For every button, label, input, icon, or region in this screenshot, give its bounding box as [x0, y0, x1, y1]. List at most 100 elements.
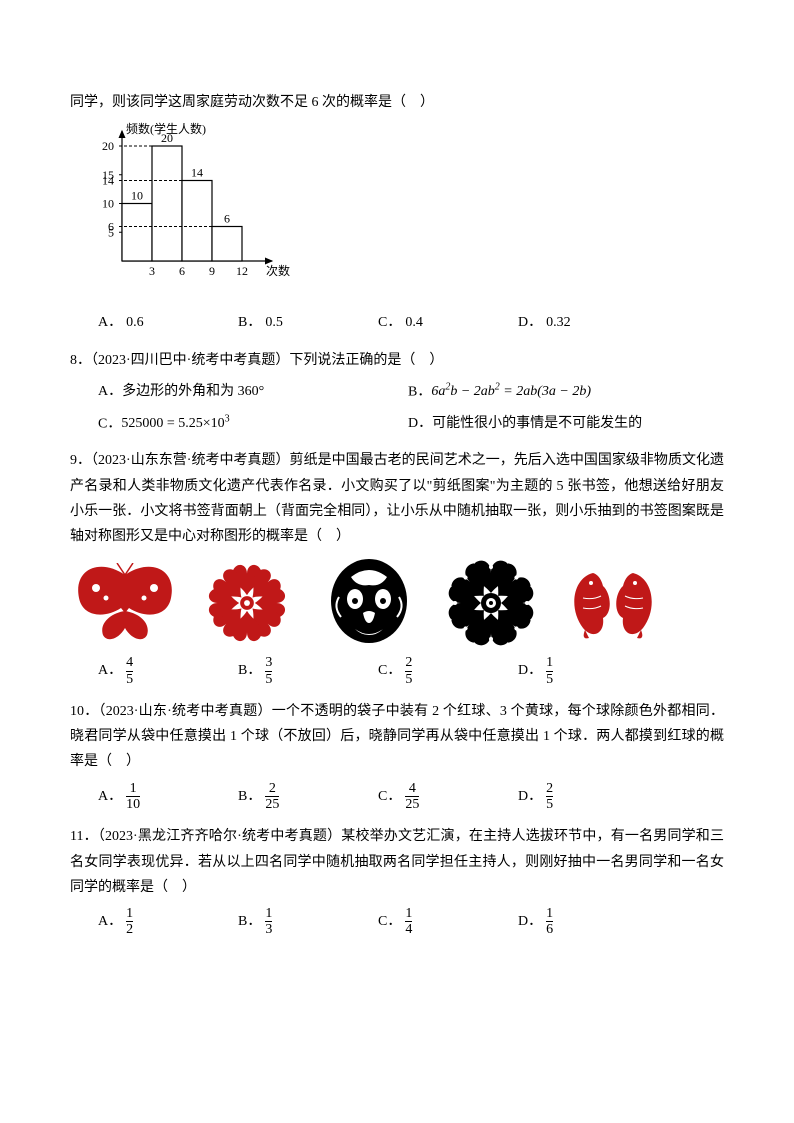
svg-text:6: 6 — [179, 264, 185, 278]
q11-stem: 11．（2023·黑龙江齐齐哈尔·统考中考真题）某校举办文艺汇演，在主持人选拔环… — [70, 824, 724, 900]
q7-opt-b: B．0.5 — [238, 310, 378, 335]
q8-opt-b: B．6a2b − 2ab2 = 2ab(3a − 2b) — [408, 379, 718, 405]
fraction: 25 — [405, 655, 412, 687]
papercut-opera-mask — [314, 557, 424, 649]
q8-stem: 8．（2023·四川巴中·统考中考真题）下列说法正确的是（ ） — [70, 348, 724, 373]
svg-text:20: 20 — [102, 139, 114, 153]
frac-num: 4 — [405, 781, 419, 796]
opt-label: D． — [518, 310, 542, 335]
opt-label: B． — [238, 784, 261, 809]
opt-label: A． — [98, 310, 122, 335]
q9-opt-a: A．45 — [98, 655, 238, 687]
svg-text:5: 5 — [108, 225, 114, 239]
frac-den: 3 — [265, 921, 272, 937]
svg-text:次数/次: 次数/次 — [266, 263, 290, 278]
opt-value: 0.6 — [126, 310, 144, 335]
opt-label: C． — [378, 310, 401, 335]
svg-text:10: 10 — [131, 189, 143, 203]
frac-num: 1 — [546, 906, 553, 921]
q8-opt-a: A．多边形的外角和为 360° — [98, 379, 408, 405]
q10-opt-d: D．25 — [518, 781, 658, 813]
q10-opt-b: B． 225 — [238, 781, 378, 813]
q11-opt-c: C．14 — [378, 906, 518, 938]
opt-label: D． — [518, 784, 542, 809]
frac-den: 5 — [126, 671, 133, 687]
q10-options: A．110 B．225 C．425 D．25 — [98, 781, 724, 813]
math-expr: 6a2b − 2ab2 = 2ab(3a − 2b) — [431, 384, 591, 399]
opt-label: A． — [98, 658, 122, 683]
q11-options: A．12 B．13 C．14 D．16 — [98, 906, 724, 938]
histogram-chart: 1010202014146636912515频数(学生人数)次数/次 — [80, 121, 724, 300]
frac-num: 4 — [126, 655, 133, 670]
q9-opt-d: D．15 — [518, 655, 658, 687]
frac-den: 25 — [265, 796, 279, 812]
q11-opt-d: D．16 — [518, 906, 658, 938]
fraction: 13 — [265, 906, 272, 938]
fraction: 35 — [265, 655, 272, 687]
fraction: 16 — [546, 906, 553, 938]
q9-stem: 9．（2023·山东东营·统考中考真题）剪纸是中国最古老的民间艺术之一，先后入选… — [70, 448, 724, 549]
opt-label: B． — [238, 658, 261, 683]
opt-label: C． — [98, 416, 121, 431]
frac-num: 1 — [546, 655, 553, 670]
svg-text:9: 9 — [209, 264, 215, 278]
fraction: 14 — [405, 906, 412, 938]
svg-text:14: 14 — [191, 166, 203, 180]
svg-text:15: 15 — [102, 168, 114, 182]
frac-num: 1 — [405, 906, 412, 921]
opt-label: C． — [378, 658, 401, 683]
opt-label: D． — [518, 909, 542, 934]
fraction: 15 — [546, 655, 553, 687]
fraction: 12 — [126, 906, 133, 938]
papercut-fish — [558, 557, 668, 649]
frac-num: 1 — [265, 906, 272, 921]
opt-label: B． — [408, 384, 431, 399]
svg-text:10: 10 — [102, 197, 114, 211]
q7-opt-c: C．0.4 — [378, 310, 518, 335]
q7-options: A．0.6 B．0.5 C．0.4 D．0.32 — [98, 310, 724, 335]
svg-text:频数(学生人数): 频数(学生人数) — [126, 121, 206, 136]
q9-opt-b: B．35 — [238, 655, 378, 687]
frac-den: 10 — [126, 796, 140, 812]
opt-value: 0.5 — [265, 310, 283, 335]
opt-label: A． — [98, 784, 122, 809]
papercut-snowflake — [192, 557, 302, 649]
frac-den: 25 — [405, 796, 419, 812]
opt-label: D． — [518, 658, 542, 683]
q7-opt-a: A．0.6 — [98, 310, 238, 335]
q11-opt-a: A．12 — [98, 906, 238, 938]
opt-value: 0.4 — [405, 310, 423, 335]
opt-label: A． — [98, 909, 122, 934]
frac-num: 1 — [126, 781, 140, 796]
frac-den: 5 — [546, 671, 553, 687]
q10-opt-c: C． 425 — [378, 781, 518, 813]
q8-opt-c: C．525000 = 5.25×103 — [98, 411, 408, 437]
q10-stem: 10．（2023·山东·统考中考真题）一个不透明的袋子中装有 2 个红球、3 个… — [70, 699, 724, 775]
opt-label: B． — [238, 909, 261, 934]
frac-den: 5 — [546, 796, 553, 812]
papercut-butterfly — [70, 557, 180, 649]
frac-den: 6 — [546, 921, 553, 937]
opt-value: 0.32 — [546, 310, 571, 335]
q7-opt-d: D．0.32 — [518, 310, 658, 335]
frac-num: 2 — [265, 781, 279, 796]
frac-den: 5 — [405, 671, 412, 687]
papercut-mandala — [436, 557, 546, 649]
fraction: 425 — [405, 781, 419, 813]
q8-row2: C．525000 = 5.25×103 D．可能性很小的事情是不可能发生的 — [98, 411, 724, 437]
q8-opt-d: D．可能性很小的事情是不可能发生的 — [408, 411, 718, 437]
opt-label: C． — [378, 784, 401, 809]
svg-text:3: 3 — [149, 264, 155, 278]
svg-text:12: 12 — [236, 264, 248, 278]
math-expr: 525000 = 5.25×103 — [121, 416, 229, 431]
frac-den: 5 — [265, 671, 272, 687]
frac-num: 2 — [546, 781, 553, 796]
papercut-row — [70, 557, 724, 649]
q10-opt-a: A． 110 — [98, 781, 238, 813]
q9-options: A．45 B．35 C．25 D．15 — [98, 655, 724, 687]
frac-den: 2 — [126, 921, 133, 937]
q7-continuation: 同学，则该同学这周家庭劳动次数不足 6 次的概率是（ ） — [70, 90, 724, 115]
fraction: 25 — [546, 781, 553, 813]
q11-opt-b: B．13 — [238, 906, 378, 938]
fraction: 45 — [126, 655, 133, 687]
